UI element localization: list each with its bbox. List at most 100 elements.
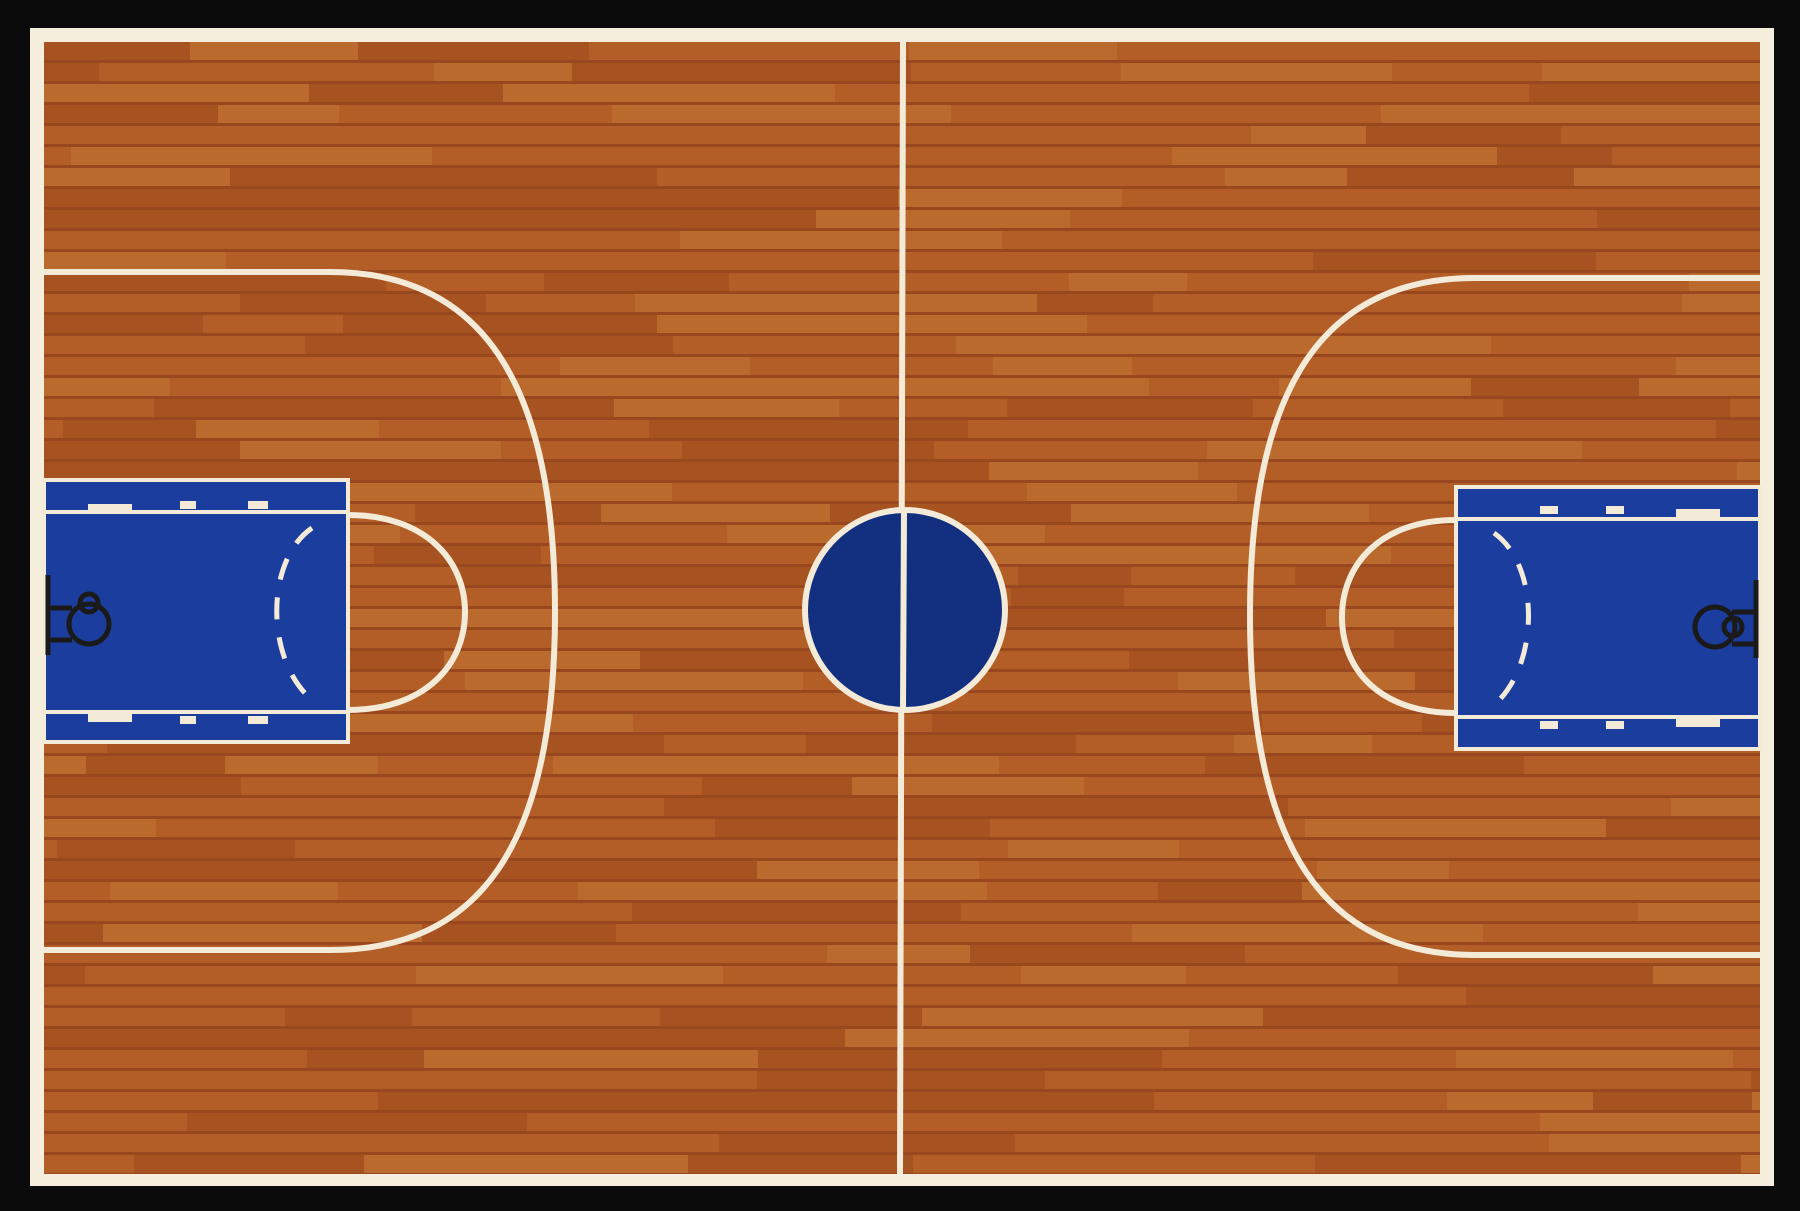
wood-plank: [660, 1008, 922, 1026]
wood-plank: [44, 42, 190, 60]
wood-plank: [1158, 882, 1302, 900]
wood-plank: [1684, 1113, 1760, 1131]
key-inner-lines: [44, 501, 1760, 729]
wood-plank: [909, 42, 1117, 60]
wood-plank: [301, 609, 602, 627]
wood-plank: [154, 399, 393, 417]
wood-plank: [1279, 378, 1471, 396]
wood-plank: [1593, 1092, 1752, 1110]
wood-plank: [44, 924, 103, 942]
wood-plank: [1529, 84, 1760, 102]
wood-plank: [1320, 441, 1459, 459]
wood-plank: [1456, 1050, 1733, 1068]
wood-plank: [1069, 273, 1187, 291]
wood-plank: [444, 651, 640, 669]
wood-plank: [44, 378, 170, 396]
wood-plank: [1758, 63, 1760, 81]
wood-plank: [1178, 672, 1415, 690]
wood-plank: [1671, 798, 1760, 816]
wood-plank: [182, 147, 432, 165]
wood-plank: [196, 420, 379, 438]
wood-plank: [240, 294, 486, 312]
wood-plank: [1381, 105, 1599, 123]
wood-plank: [44, 84, 309, 102]
wood-plank: [44, 441, 240, 459]
wood-plank: [1129, 651, 1320, 669]
wood-plank: [230, 168, 539, 186]
wood-plank: [1741, 1155, 1760, 1173]
wood-plank: [612, 105, 951, 123]
wood-plank: [225, 756, 378, 774]
wood-plank: [575, 1029, 845, 1047]
wood-plank: [1027, 483, 1237, 501]
wood-plank: [253, 1029, 575, 1047]
wood-plank: [358, 42, 589, 60]
wood-plank: [1205, 756, 1524, 774]
wood-plank: [601, 504, 830, 522]
wood-plank: [422, 924, 616, 942]
wood-plank: [187, 210, 508, 228]
wood-plank: [1753, 1008, 1760, 1026]
wood-plank: [103, 924, 422, 942]
wood-plank: [457, 567, 724, 585]
wood-plank: [1540, 1113, 1684, 1131]
right-dashed-arc: [1492, 530, 1531, 707]
wood-plank: [1737, 462, 1760, 480]
wood-plank: [1263, 1008, 1590, 1026]
wood-plank: [1132, 924, 1243, 942]
wood-plank: [544, 273, 729, 291]
wood-plank: [1313, 252, 1596, 270]
right-hoop: [1692, 580, 1759, 658]
wood-plank: [501, 378, 832, 396]
wood-plank: [1008, 840, 1179, 858]
wood-plank: [632, 903, 961, 921]
wood-plank: [458, 861, 757, 879]
wood-plank: [640, 651, 808, 669]
wood-plank: [1049, 1050, 1162, 1068]
wood-plank: [1317, 861, 1449, 879]
wood-plank: [1225, 168, 1347, 186]
wood-plank: [806, 735, 1076, 753]
wood-plank: [657, 315, 895, 333]
wood-plank: [1172, 147, 1497, 165]
left-three-point-line: [44, 269, 559, 953]
wood-plank: [44, 756, 86, 774]
wood-plank: [682, 441, 934, 459]
wood-plank: [44, 966, 85, 984]
wood-plank: [702, 777, 852, 795]
left-dashed-arc: [274, 525, 314, 702]
wood-plank: [1251, 126, 1366, 144]
wood-plank: [319, 861, 458, 879]
wood-plank: [1471, 378, 1639, 396]
wood-plank: [86, 756, 225, 774]
wood-plank: [44, 210, 187, 228]
wood-plank: [1054, 546, 1391, 564]
wood-plank: [134, 1155, 364, 1173]
wood-plank: [305, 336, 513, 354]
wood-plank: [1639, 378, 1760, 396]
wood-plank: [680, 231, 1002, 249]
wood-plank: [44, 861, 319, 879]
wood-plank: [1207, 441, 1320, 459]
wood-plank: [307, 1050, 424, 1068]
wood-plank: [44, 168, 230, 186]
wood-plank: [364, 1155, 688, 1173]
wood-plank: [1638, 903, 1760, 921]
wood-plank: [614, 399, 839, 417]
right-free-throw-circle: [1338, 517, 1457, 716]
wood-plank: [57, 840, 295, 858]
wood-plank: [187, 1113, 527, 1131]
wood-plank: [852, 777, 1084, 795]
wood-plank: [1315, 1155, 1566, 1173]
wood-plank: [240, 441, 501, 459]
wood-plank: [1037, 294, 1153, 312]
wood-plank: [801, 462, 989, 480]
wood-plank: [989, 609, 1326, 627]
wood-plank: [1007, 399, 1253, 417]
wood-plank: [757, 861, 979, 879]
wood-plank: [1549, 1134, 1760, 1152]
wood-plank: [1503, 399, 1730, 417]
wood-plank: [1566, 1155, 1741, 1173]
wood-plank: [578, 882, 818, 900]
wood-plank: [1606, 819, 1760, 837]
